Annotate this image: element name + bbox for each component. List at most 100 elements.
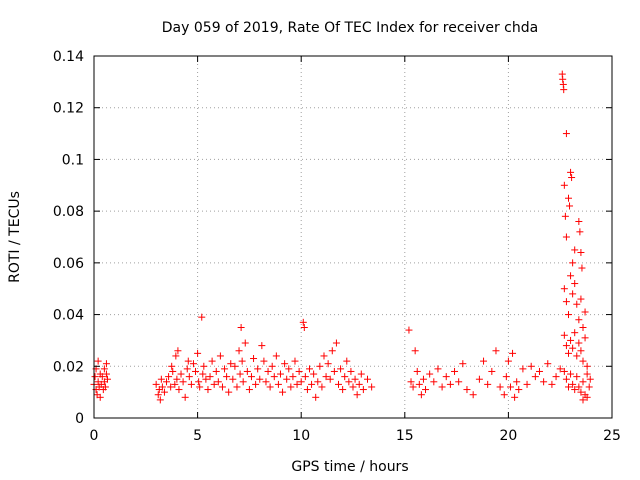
data-point: [214, 378, 222, 386]
data-point: [175, 386, 183, 394]
data-point: [152, 380, 160, 388]
data-point: [305, 365, 313, 373]
data-point: [353, 391, 361, 399]
data-point: [515, 386, 523, 394]
data-point: [577, 347, 585, 355]
data-point: [405, 326, 413, 334]
data-point: [575, 217, 583, 225]
data-point: [279, 388, 287, 396]
data-point: [262, 378, 270, 386]
data-point: [585, 383, 593, 391]
data-point: [413, 367, 421, 375]
data-point: [571, 280, 579, 288]
data-point: [196, 383, 204, 391]
data-point: [567, 370, 575, 378]
data-point: [506, 383, 514, 391]
data-point: [274, 380, 282, 388]
data-point: [560, 181, 568, 189]
chart-title: Day 059 of 2019, Rate Of TEC Index for r…: [162, 20, 538, 36]
data-point: [567, 168, 575, 176]
data-point: [252, 380, 260, 388]
data-point: [337, 365, 345, 373]
data-point: [239, 378, 247, 386]
data-point: [523, 380, 531, 388]
y-tick-label: 0.06: [53, 256, 84, 272]
data-point: [575, 383, 583, 391]
y-tick-label: 0.12: [53, 101, 84, 117]
y-tick-label: 0.08: [53, 204, 84, 220]
data-point: [200, 362, 208, 370]
x-tick-label: 10: [292, 428, 310, 444]
data-point: [91, 373, 99, 381]
data-point: [310, 370, 318, 378]
data-point: [567, 336, 575, 344]
data-point: [154, 391, 162, 399]
data-point: [463, 386, 471, 394]
data-point: [469, 391, 477, 399]
data-point: [343, 357, 351, 365]
data-point: [312, 393, 320, 401]
data-point: [174, 347, 182, 355]
axis-ticks: 0 5 10 15 20 25 0 0.02 0.04 0.06 0.08 0.1 0.12 0.14: [53, 49, 621, 444]
data-point: [451, 367, 459, 375]
data-point: [531, 373, 539, 381]
data-point: [332, 339, 340, 347]
data-point: [212, 367, 220, 375]
data-point: [567, 272, 575, 280]
data-point: [300, 324, 308, 331]
data-point: [245, 386, 253, 394]
data-point: [562, 375, 570, 383]
data-point: [266, 383, 274, 391]
data-point: [583, 393, 591, 401]
data-point: [258, 342, 266, 350]
data-point: [172, 352, 180, 360]
data-point: [210, 380, 218, 388]
data-point: [195, 378, 203, 386]
data-point: [509, 349, 517, 357]
data-point: [579, 396, 587, 404]
data-point: [569, 290, 577, 298]
data-point: [179, 378, 187, 386]
data-point: [535, 367, 543, 375]
data-point: [513, 378, 521, 386]
data-point: [231, 362, 239, 370]
data-point: [409, 383, 417, 391]
data-point: [236, 370, 244, 378]
data-point: [422, 386, 430, 394]
data-point: [198, 313, 206, 321]
data-point: [407, 378, 415, 386]
data-point: [318, 383, 326, 391]
data-point: [573, 352, 581, 360]
data-point: [100, 365, 108, 373]
data-point: [287, 383, 295, 391]
data-point: [101, 383, 109, 391]
data-point: [328, 347, 336, 355]
data-point: [571, 386, 579, 394]
data-point: [415, 380, 423, 388]
data-point: [235, 347, 243, 355]
data-point: [256, 375, 264, 383]
data-point: [160, 388, 168, 396]
data-point: [320, 352, 328, 360]
plot-frame: [93, 55, 613, 419]
data-point: [569, 259, 577, 267]
data-point: [569, 380, 577, 388]
data-point: [426, 370, 434, 378]
y-tick-label: 0.04: [53, 308, 84, 324]
data-point: [268, 362, 276, 370]
x-tick-label: 15: [396, 428, 414, 444]
x-axis-label: GPS time / hours: [291, 459, 408, 475]
data-point: [351, 375, 359, 383]
data-point: [189, 360, 197, 368]
data-point: [165, 373, 173, 381]
data-point: [577, 388, 585, 396]
data-point: [102, 370, 110, 378]
data-point: [192, 367, 200, 375]
data-point: [243, 367, 251, 375]
data-point: [187, 380, 195, 388]
data-point: [571, 246, 579, 254]
data-point: [270, 373, 278, 381]
data-point: [223, 373, 231, 381]
data-point: [564, 311, 572, 319]
